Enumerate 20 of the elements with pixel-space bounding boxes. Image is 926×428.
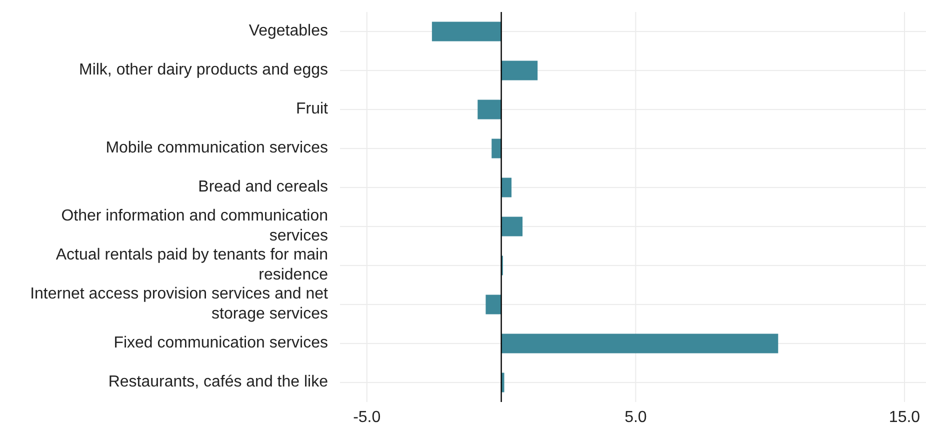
y-tick-label: Internet access provision services and net storage services (30, 286, 329, 323)
bar (501, 216, 523, 236)
bar (501, 60, 538, 80)
y-tick-label: Fixed communication services (114, 334, 328, 352)
bar (501, 334, 778, 354)
x-tick-label: -5.0 (353, 409, 381, 426)
y-tick-label: Restaurants, cafés and the like (108, 374, 328, 391)
y-tick-label: Actual rentals paid by tenants for main residence (56, 246, 328, 284)
y-tick-label: Milk, other dairy products and eggs (78, 62, 328, 79)
bar (501, 178, 512, 198)
x-tick-label: 5.0 (624, 409, 647, 426)
bar (478, 100, 502, 120)
y-tick-label: Bread and cereals (198, 178, 328, 196)
y-tick-label: Other information and communication services (61, 208, 328, 245)
x-tick-label: 15.0 (888, 409, 920, 426)
y-tick-label: Mobile communication services (106, 140, 328, 157)
bar (432, 22, 502, 42)
bar (486, 294, 502, 314)
y-tick-label: Fruit (296, 100, 329, 118)
y-tick-label: Vegetables (248, 22, 328, 40)
